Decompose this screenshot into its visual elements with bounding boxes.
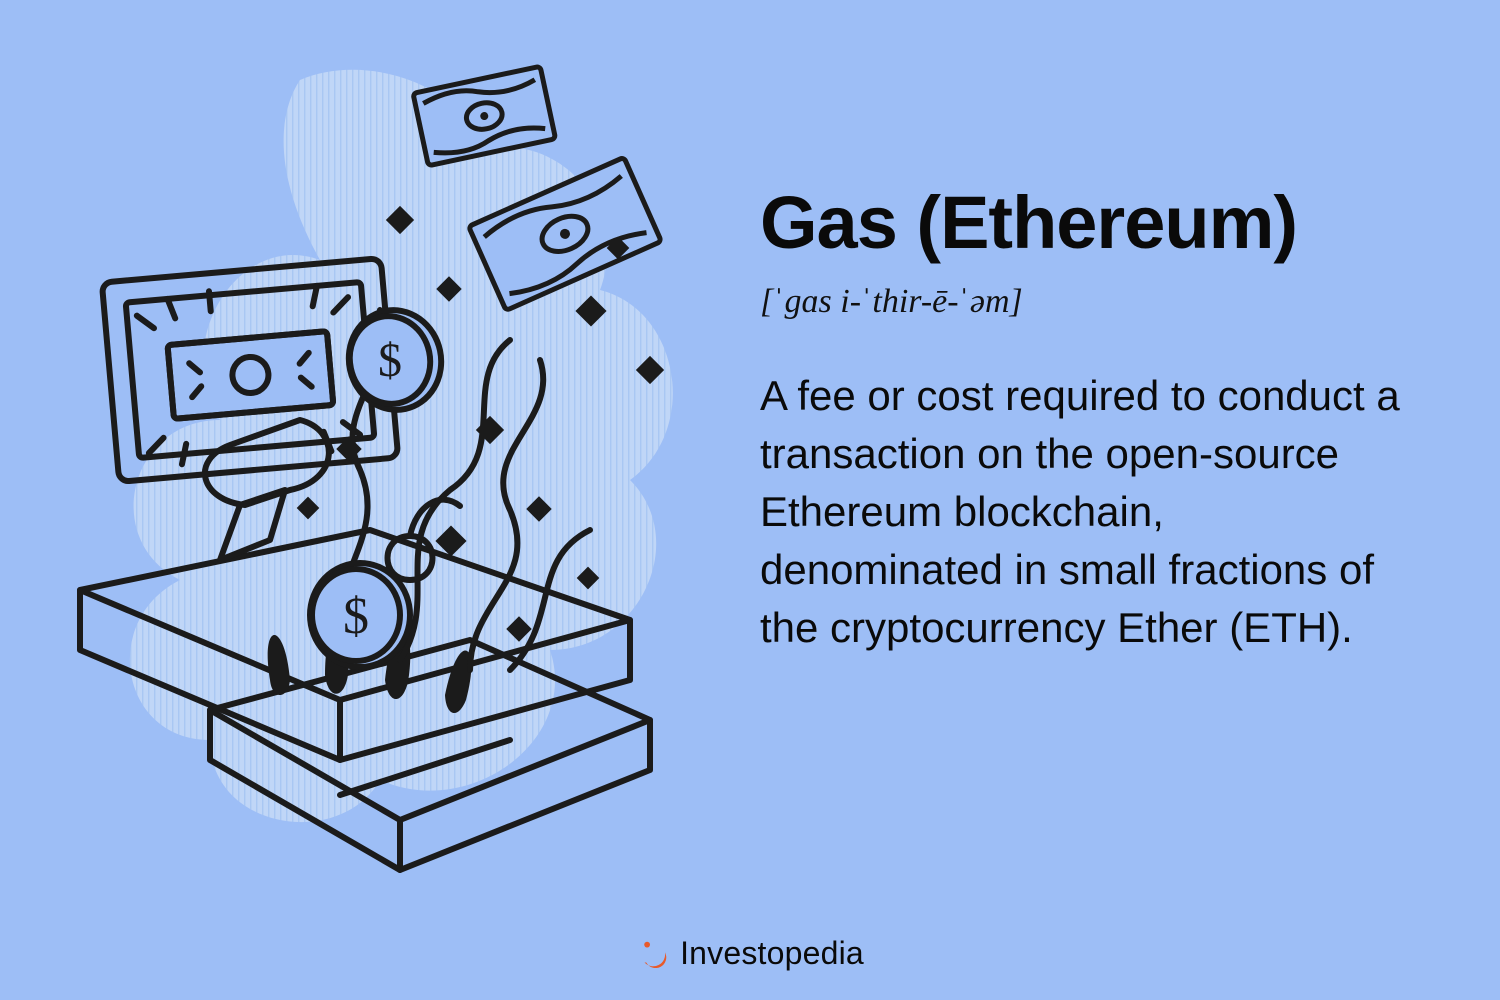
investopedia-logo-icon: [636, 937, 670, 971]
brand-lockup: Investopedia: [636, 935, 864, 972]
infographic-canvas: $ $: [0, 0, 1500, 1000]
term-title: Gas (Ethereum): [760, 180, 1440, 265]
svg-text:$: $: [343, 588, 369, 645]
definition-text: A fee or cost required to conduct a tran…: [760, 367, 1400, 657]
brand-name: Investopedia: [680, 935, 864, 972]
svg-text:$: $: [378, 334, 402, 387]
pronunciation: [ˈgɑs i-ˈthir-ē-ˈəm]: [760, 283, 1440, 321]
bill-1: [413, 66, 556, 165]
illustration-register-money-burst: $ $: [40, 60, 740, 880]
definition-block: Gas (Ethereum) [ˈgɑs i-ˈthir-ē-ˈəm] A fe…: [760, 180, 1440, 657]
illustration-svg: $ $: [40, 60, 740, 880]
coin-2: $: [310, 563, 410, 667]
